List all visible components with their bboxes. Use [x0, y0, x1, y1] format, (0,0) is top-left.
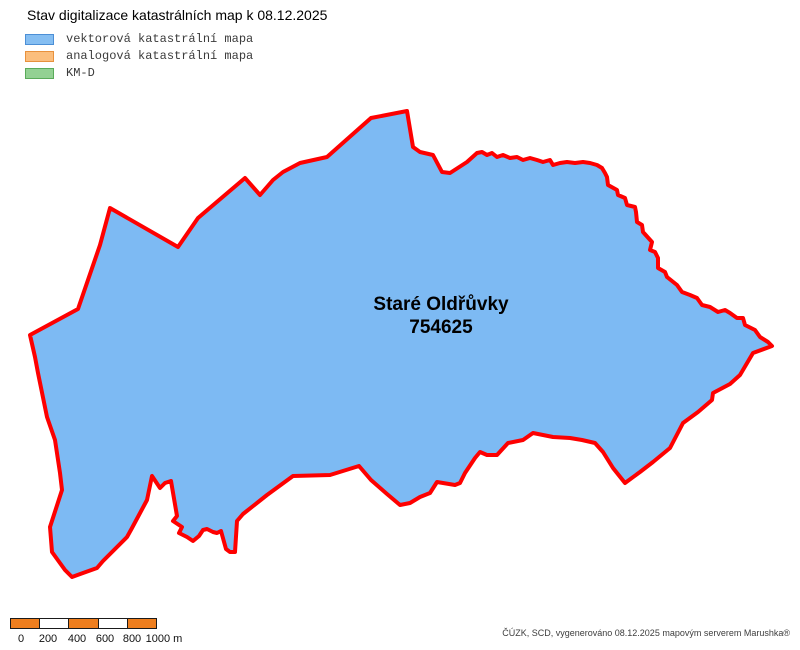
scale-label: 200 — [38, 633, 58, 645]
scale-bar-labels: 0 200 400 600 800 1000 m — [0, 633, 200, 647]
legend-item-kmd: KM-D — [25, 66, 253, 80]
region-name: Staré Oldřůvky — [373, 294, 509, 315]
scale-label: 1000 m — [145, 633, 183, 645]
scale-label: 800 — [122, 633, 142, 645]
legend-label-analog: analogová katastrální mapa — [66, 49, 254, 63]
legend-item-analog: analogová katastrální mapa — [25, 49, 254, 63]
scale-label: 400 — [67, 633, 87, 645]
scale-bar-segments — [10, 618, 157, 629]
legend: vektorová katastrální mapa analogová kat… — [25, 32, 254, 85]
scale-bar-segment — [126, 619, 157, 628]
scale-bar-segment — [39, 619, 69, 628]
scale-bar-segment — [68, 619, 98, 628]
legend-item-vector: vektorová katastrální mapa — [25, 32, 254, 46]
legend-label-vector: vektorová katastrální mapa — [66, 32, 254, 46]
scale-bar-segment — [97, 619, 127, 628]
region-code: 754625 — [409, 317, 473, 338]
legend-swatch-vector-icon — [25, 33, 54, 45]
map-title: Stav digitalizace katastrálních map k 08… — [27, 7, 328, 23]
cadastral-region-polygon — [28, 109, 774, 579]
scale-label: 0 — [17, 633, 25, 645]
scale-label: 600 — [95, 633, 115, 645]
scale-bar-segment — [11, 619, 40, 628]
legend-swatch-analog-icon — [25, 50, 54, 62]
legend-label-kmd: KM-D — [66, 66, 95, 80]
attribution: ČÚZK, SCD, vygenerováno 08.12.2025 mapov… — [502, 628, 790, 638]
region-label: Staré Oldřůvky 754625 — [373, 293, 508, 339]
legend-swatch-kmd-icon — [25, 67, 54, 79]
